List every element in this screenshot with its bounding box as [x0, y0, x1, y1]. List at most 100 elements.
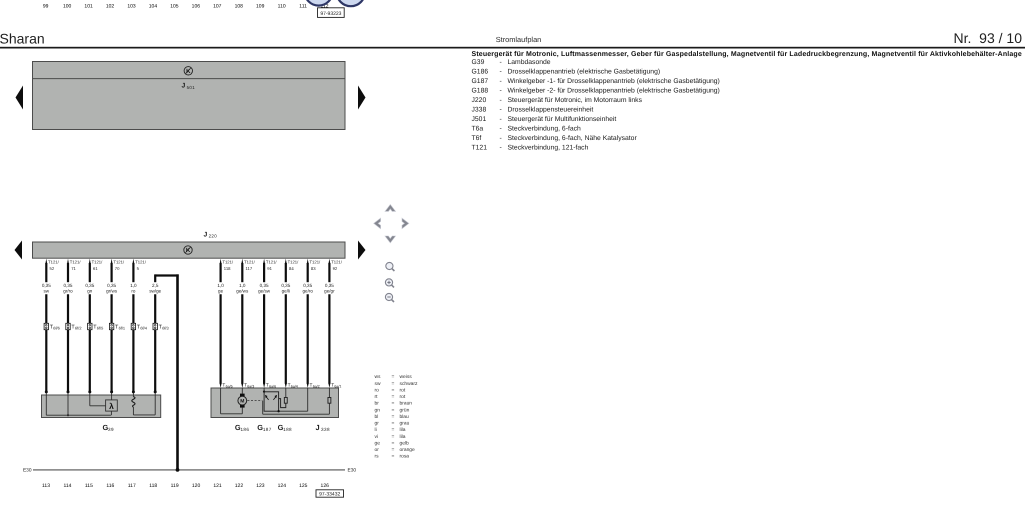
svg-text:-: -	[500, 78, 502, 85]
svg-text:T: T	[115, 325, 119, 331]
svg-text:T121/: T121/	[310, 260, 322, 265]
svg-text:117: 117	[246, 266, 253, 271]
svg-text:=: =	[392, 415, 395, 420]
svg-text:-: -	[500, 97, 502, 104]
svg-text:T121/: T121/	[135, 260, 147, 265]
svg-text:T: T	[137, 325, 141, 331]
svg-text:-: -	[500, 59, 502, 66]
svg-text:Winkelgeber -2- für Drosselkla: Winkelgeber -2- für Drosselklappenantrie…	[508, 87, 720, 94]
svg-text:338: 338	[321, 427, 330, 432]
svg-text:M: M	[240, 399, 244, 405]
svg-text:116: 116	[106, 483, 114, 489]
svg-text:T121/: T121/	[222, 260, 234, 265]
svg-text:115: 115	[85, 483, 93, 489]
svg-text:0,35: 0,35	[85, 283, 94, 288]
svg-text:T121: T121	[472, 144, 488, 151]
svg-text:sw/ge: sw/ge	[149, 289, 161, 294]
svg-text:119: 119	[171, 483, 179, 489]
svg-text:=: =	[392, 455, 395, 460]
svg-text:100: 100	[63, 4, 72, 10]
svg-text:K: K	[186, 247, 191, 254]
svg-text:106: 106	[192, 4, 201, 10]
svg-text:97-33432: 97-33432	[319, 492, 340, 498]
svg-text:6f/1: 6f/1	[119, 326, 126, 331]
svg-text:T: T	[93, 325, 97, 331]
svg-text:G39: G39	[472, 59, 485, 66]
svg-text:126: 126	[321, 483, 330, 489]
svg-text:J: J	[182, 83, 186, 90]
svg-text:Nr. 93 / 10: Nr. 93 / 10	[954, 30, 1023, 46]
svg-text:lila: lila	[400, 434, 406, 440]
svg-text:Winkelgeber -1- für Drosselkla: Winkelgeber -1- für Drosselklappenantrie…	[508, 78, 720, 85]
svg-text:Sharan: Sharan	[0, 30, 45, 46]
svg-text:2,5: 2,5	[152, 283, 159, 288]
svg-text:Lambdasonde: Lambdasonde	[508, 59, 551, 66]
svg-text:rot: rot	[400, 387, 406, 393]
svg-text:0,35: 0,35	[64, 283, 73, 288]
svg-text:braun: braun	[400, 401, 413, 407]
svg-text:schwarz: schwarz	[400, 381, 418, 387]
svg-text:or: or	[375, 448, 380, 453]
svg-text:1,0: 1,0	[130, 283, 137, 288]
svg-text:=: =	[392, 375, 395, 380]
svg-text:J: J	[204, 231, 208, 238]
svg-text:Steckverbindung, 121-fach: Steckverbindung, 121-fach	[508, 144, 589, 151]
svg-text:T121/: T121/	[244, 260, 256, 265]
svg-text:6a/5: 6a/5	[226, 384, 233, 388]
svg-text:gr/ro: gr/ro	[63, 289, 73, 294]
svg-text:ge/li: ge/li	[282, 289, 290, 294]
svg-text:187: 187	[263, 427, 272, 432]
svg-text:118: 118	[224, 266, 231, 271]
svg-text:T121/: T121/	[288, 260, 300, 265]
svg-text:113: 113	[42, 483, 50, 489]
svg-text:-: -	[500, 116, 502, 123]
svg-text:weiss: weiss	[400, 374, 413, 380]
svg-text:-: -	[500, 125, 502, 132]
svg-text:T: T	[71, 325, 75, 331]
svg-text:6f/5: 6f/5	[97, 326, 104, 331]
svg-text:123: 123	[256, 483, 265, 489]
svg-text:T121/: T121/	[266, 260, 278, 265]
svg-text:ge/ws: ge/ws	[236, 289, 249, 294]
svg-text:6f/6: 6f/6	[53, 326, 60, 331]
svg-text:li: li	[375, 427, 377, 433]
svg-text:6f/2: 6f/2	[75, 326, 82, 331]
svg-text:112: 112	[321, 4, 329, 10]
svg-text:=: =	[392, 408, 395, 413]
svg-text:=: =	[392, 428, 395, 433]
svg-text:=: =	[392, 388, 395, 393]
svg-text:=: =	[392, 441, 395, 446]
svg-text:39: 39	[108, 427, 114, 432]
svg-text:1,0: 1,0	[217, 283, 224, 288]
svg-text:105: 105	[170, 4, 179, 10]
svg-text:5: 5	[137, 266, 140, 271]
svg-text:gn: gn	[375, 408, 381, 413]
svg-text:blau: blau	[400, 414, 410, 420]
svg-text:Drosselklappenantrieb (elektri: Drosselklappenantrieb (elektrische Gasbe…	[508, 68, 661, 75]
svg-text:vi: vi	[375, 434, 379, 440]
svg-text:97-93223: 97-93223	[320, 11, 341, 17]
svg-text:br: br	[375, 401, 380, 407]
svg-text:=: =	[392, 395, 395, 400]
svg-text:G: G	[235, 423, 241, 432]
svg-text:-: -	[500, 135, 502, 142]
svg-text:111: 111	[299, 4, 307, 10]
svg-text:92: 92	[333, 266, 338, 271]
svg-text:G: G	[278, 423, 284, 432]
svg-text:T: T	[222, 383, 225, 389]
svg-text:103: 103	[127, 4, 136, 10]
svg-text:Steuergerät für Multifunktions: Steuergerät für Multifunktionseinheit	[508, 116, 617, 123]
svg-text:rot: rot	[400, 394, 406, 400]
svg-text:0,35: 0,35	[260, 283, 269, 288]
svg-text:sw: sw	[375, 382, 381, 387]
svg-text:107: 107	[213, 4, 222, 10]
svg-text:G: G	[257, 423, 263, 432]
svg-text:Stromlaufplan: Stromlaufplan	[496, 35, 542, 44]
svg-text:E30: E30	[23, 468, 32, 474]
svg-text:ge: ge	[375, 441, 381, 446]
svg-text:T121/: T121/	[113, 260, 125, 265]
svg-text:220: 220	[209, 234, 218, 239]
svg-text:λ: λ	[109, 401, 114, 411]
svg-text:T121/: T121/	[92, 260, 104, 265]
svg-text:0,35: 0,35	[303, 283, 312, 288]
